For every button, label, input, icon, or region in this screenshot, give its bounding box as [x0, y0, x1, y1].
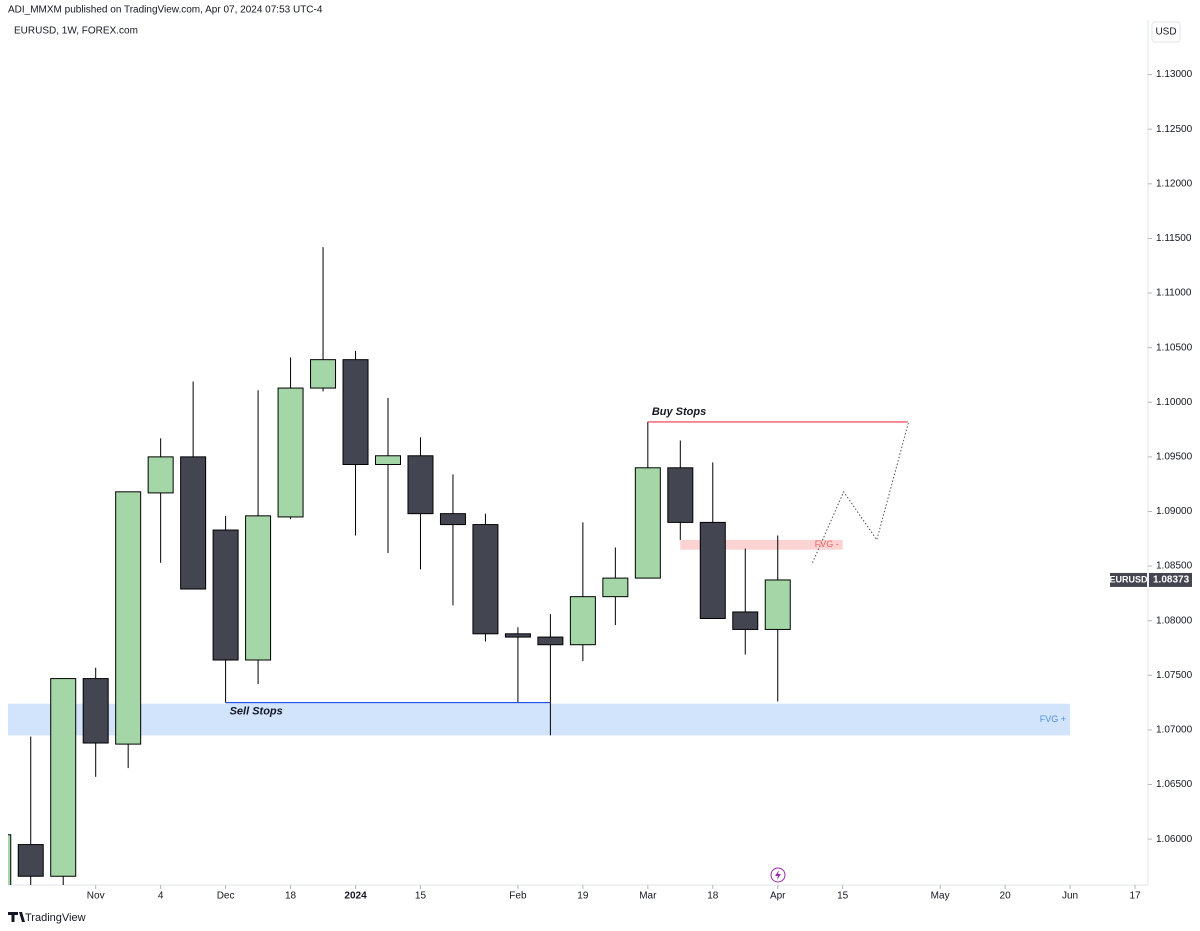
candle-body: [115, 491, 142, 745]
candle-body: [375, 455, 401, 466]
candle-body: [504, 633, 531, 638]
candle-body: [277, 387, 304, 518]
y-tick-label: 1.08000: [1156, 615, 1193, 626]
x-tick-label: Jun: [1062, 891, 1078, 902]
candle-body: [569, 596, 596, 646]
x-tick-label: 20: [1000, 891, 1012, 902]
x-tick-label: Feb: [509, 891, 527, 902]
y-tick-label: 1.09500: [1156, 452, 1193, 463]
candle-body: [472, 524, 499, 635]
candle-body: [699, 521, 726, 620]
x-tick-label: Dec: [217, 891, 235, 902]
candle-body: [17, 844, 44, 877]
price-tag: [1149, 572, 1192, 587]
x-tick-label: Apr: [770, 891, 786, 902]
fvg-zone: [680, 539, 843, 550]
candle-body: [8, 834, 12, 885]
candle-body: [342, 359, 369, 466]
y-tick-label: 1.07000: [1156, 725, 1193, 736]
candle-body: [180, 456, 207, 590]
footer-brand: TradingView: [25, 912, 86, 924]
y-tick-label: 1.10000: [1156, 397, 1193, 408]
y-tick-label: 1.13000: [1156, 69, 1193, 80]
chart-title: EURUSD, 1W, FOREX.com: [14, 26, 138, 37]
candle-body: [407, 455, 434, 515]
x-tick-label: 17: [1129, 891, 1141, 902]
candle-body: [212, 529, 239, 661]
candle-body: [667, 467, 694, 523]
y-tick-label: 1.06500: [1156, 779, 1193, 790]
x-tick-label: 15: [415, 891, 427, 902]
candle-body: [82, 678, 109, 744]
y-tick-label: 1.12000: [1156, 178, 1193, 189]
x-tick-label: 18: [285, 891, 297, 902]
candle-body: [310, 359, 337, 389]
level-label: Sell Stops: [230, 706, 283, 718]
currency-box: [1151, 21, 1181, 43]
event-icon-bolt: [775, 870, 781, 880]
fvg-zone: [8, 703, 1071, 736]
fvg-label: FVG -: [815, 539, 839, 549]
candle-body: [50, 678, 77, 877]
candle-body: [764, 579, 791, 630]
x-tick-label: 18: [707, 891, 719, 902]
plot: Sell Stops Buy Stops: [8, 247, 1071, 885]
candle-body: [245, 515, 272, 661]
y-tick-label: 1.10500: [1156, 342, 1193, 353]
x-tick-label: 4: [158, 891, 164, 902]
candle-body: [732, 611, 759, 630]
y-tick-label: 1.06000: [1156, 834, 1193, 845]
y-tick-label: 1.09000: [1156, 506, 1193, 517]
y-tick-label: 1.11500: [1156, 233, 1192, 244]
y-tick-label: 1.07500: [1156, 670, 1193, 681]
candle-body: [634, 467, 661, 579]
x-tick-label: 2024: [344, 891, 367, 902]
level-label: Buy Stops: [652, 406, 706, 418]
symbol-tag: [1110, 572, 1147, 587]
y-tick-label: 1.12500: [1156, 124, 1193, 135]
candle-body: [439, 513, 466, 526]
candle-body: [602, 577, 629, 598]
x-tick-label: 19: [577, 891, 589, 902]
x-tick-label: 15: [837, 891, 849, 902]
y-tick-label: 1.08500: [1156, 561, 1193, 572]
price-tag-label: 1.08373: [1153, 575, 1190, 586]
x-tick-label: May: [931, 891, 950, 902]
x-tick-label: Nov: [87, 891, 105, 902]
candle-body: [147, 456, 174, 494]
currency: USD: [1155, 27, 1176, 38]
publisher: ADI_MMXM published on TradingView.com, A…: [8, 5, 323, 16]
fvg-label: FVG +: [1040, 714, 1066, 724]
symbol-tag-label: EURUSD: [1109, 574, 1148, 584]
y-tick-label: 1.11000: [1156, 288, 1192, 299]
projection-path: [812, 421, 910, 564]
logo: [8, 912, 25, 922]
candle-body: [537, 636, 564, 646]
x-tick-label: Mar: [639, 891, 657, 902]
